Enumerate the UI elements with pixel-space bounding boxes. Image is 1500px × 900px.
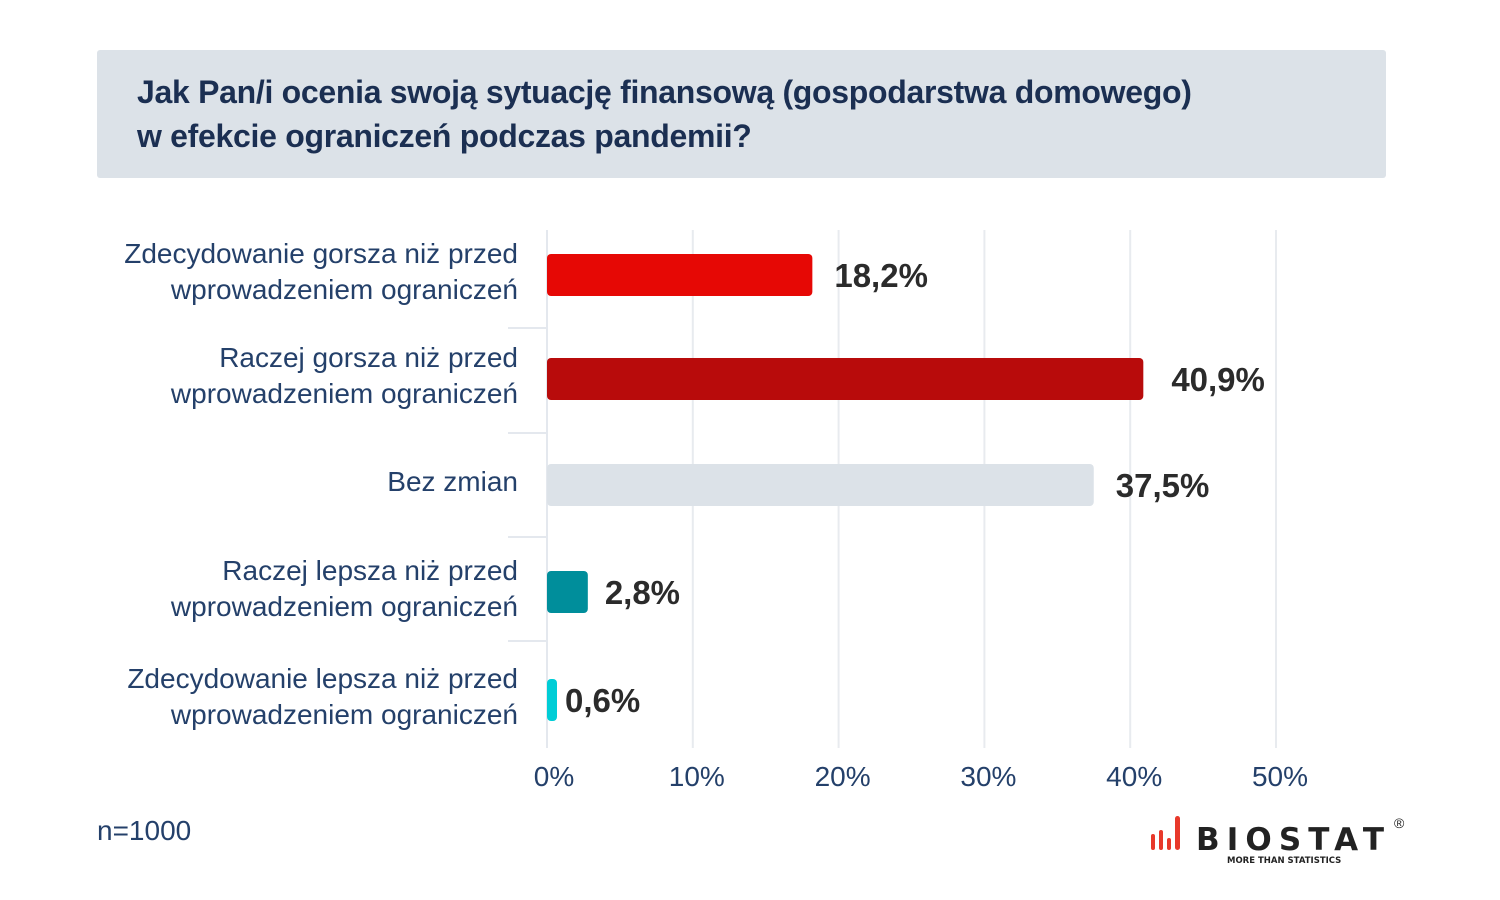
svg-text:®: ® [1394,815,1405,831]
sample-size-note: n=1000 [97,815,192,846]
data-label: 0,6% [565,682,640,719]
bar [547,571,588,613]
category-label: Zdecydowanie lepsza niż przed wprowadzeni… [127,661,518,733]
x-tick-label: 30% [960,761,1016,792]
category-label-line: wprowadzeniem ograniczeń [170,591,518,622]
category-label-line: Zdecydowanie gorsza niż przed [124,238,518,269]
category-label-line: Raczej gorsza niż przed [219,342,518,373]
category-label-line: Raczej lepsza niż przed [222,555,518,586]
category-label: Raczej lepsza niż przed wprowadzeniem ogr… [171,553,518,625]
category-label: Zdecydowanie gorsza niż przed wprowadzeni… [124,236,518,308]
category-label-line: wprowadzeniem ograniczeń [170,274,518,305]
x-tick-label: 40% [1106,761,1162,792]
category-label-line: wprowadzeniem ograniczeń [170,378,518,409]
data-label: 37,5% [1116,467,1210,504]
bar [547,358,1144,400]
bar [547,254,813,296]
data-label: 2,8% [605,574,680,611]
x-tick-label: 10% [669,761,725,792]
category-label: Bez zmian [387,464,518,500]
x-tick-label: 20% [815,761,871,792]
category-label-line: wprowadzeniem ograniczeń [170,699,518,730]
x-tick-label: 50% [1252,761,1308,792]
x-tick-label: 0% [534,761,574,792]
category-label: Raczej gorsza niż przed wprowadzeniem ogr… [171,340,518,412]
logo-bars-icon [1151,816,1180,850]
biostat-logo: BIOSTAT MORE THAN STATISTICS ® [1151,815,1405,866]
data-label: 18,2% [834,257,928,294]
data-label: 40,9% [1171,361,1265,398]
category-label-line: Zdecydowanie lepsza niż przed [127,663,518,694]
title-line-1: Jak Pan/i ocenia swoją sytuację finansow… [137,74,1192,110]
svg-text:MORE THAN STATISTICS: MORE THAN STATISTICS [1227,856,1341,866]
bar [547,464,1094,506]
chart-title: Jak Pan/i ocenia swoją sytuację finansow… [97,50,1386,178]
category-label-line: Bez zmian [387,466,518,497]
svg-text:BIOSTAT: BIOSTAT [1196,822,1386,858]
bar [547,679,557,721]
title-line-2: w efekcie ograniczeń podczas pandemii? [137,118,752,154]
